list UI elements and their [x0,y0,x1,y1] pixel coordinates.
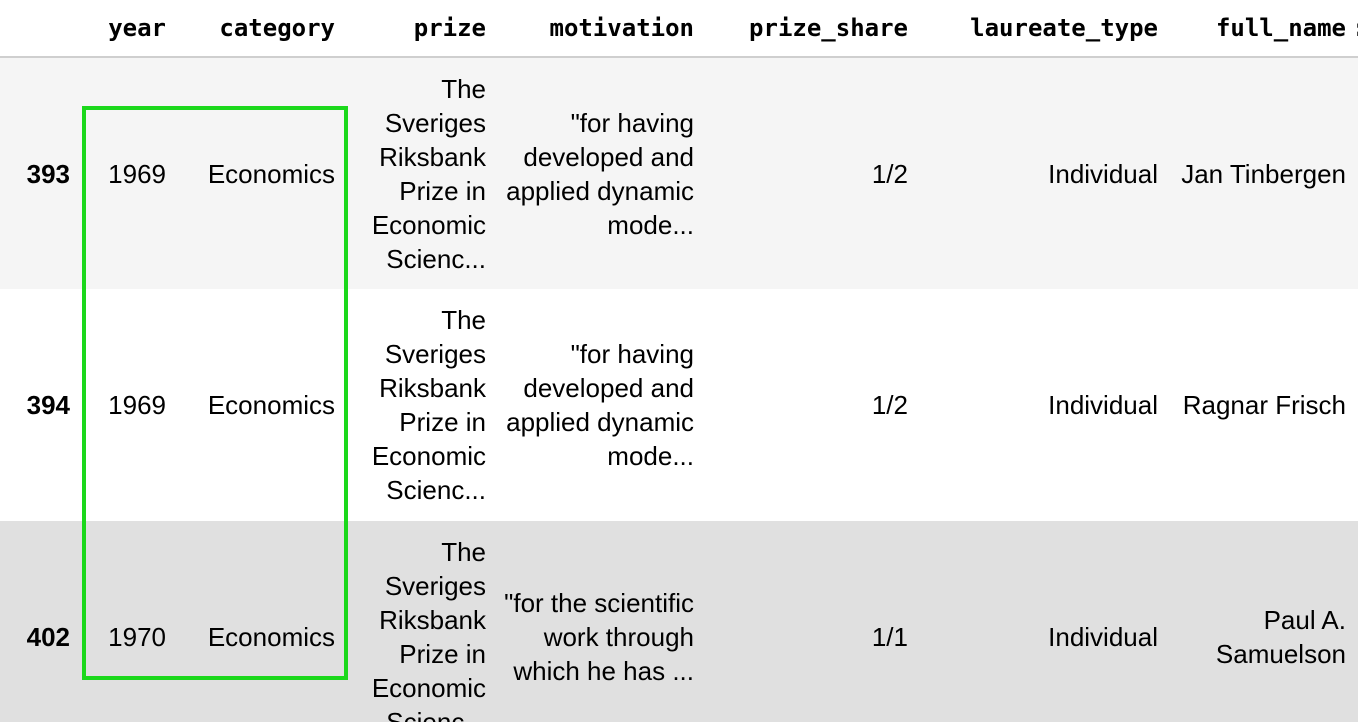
cell-laureate-type: Individual [1048,158,1158,189]
cell-year: 1969 [108,390,166,420]
column-header-laureate-type: laureate_type [920,0,1170,58]
cell-prize-share: 1/1 [871,622,908,652]
cell-prize: The Sveriges Riksbank Prize in Economic … [371,73,486,274]
cell-motivation: "for the scientific work through which h… [504,588,694,686]
row-index: 393 [26,158,70,189]
column-header-prize: prize [347,0,498,58]
truncated-column-indicator: : [1352,14,1358,42]
cell-prize: The Sveriges Riksbank Prize in Economic … [371,537,486,722]
cell-prize: The Sveriges Riksbank Prize in Economic … [371,305,486,505]
cell-full-name: Paul A. Samuelson [1215,605,1346,669]
cell-prize-share: 1/2 [871,158,908,189]
cell-laureate-type: Individual [1048,622,1158,652]
table-row: 393 1969 Economics The Sveriges Riksbank… [0,57,1358,289]
cell-year: 1970 [108,622,166,652]
cell-year: 1969 [108,158,166,189]
index-header [0,0,82,58]
cell-motivation: "for having developed and applied dynami… [506,339,694,471]
column-header-motivation: motivation [498,0,706,58]
cell-category: Economics [207,622,335,652]
cell-category: Economics [207,158,335,189]
table-row: 394 1969 Economics The Sveriges Riksbank… [0,289,1358,521]
row-index: 394 [26,390,70,420]
cell-category: Economics [207,390,335,420]
cell-laureate-type: Individual [1048,390,1158,420]
cell-full-name: Ragnar Frisch [1182,390,1346,420]
table-row: 402 1970 Economics The Sveriges Riksbank… [0,521,1358,722]
column-header-year: year [82,0,178,58]
column-header-category: category [178,0,347,58]
column-header-prize-share: prize_share [706,0,920,58]
row-index: 402 [26,622,70,652]
header-row: year category prize motivation prize_sha… [0,0,1358,58]
cell-prize-share: 1/2 [871,390,908,420]
column-header-full-name: full_name [1170,0,1358,58]
cell-motivation: "for having developed and applied dynami… [506,107,694,240]
cell-full-name: Jan Tinbergen [1181,158,1346,189]
